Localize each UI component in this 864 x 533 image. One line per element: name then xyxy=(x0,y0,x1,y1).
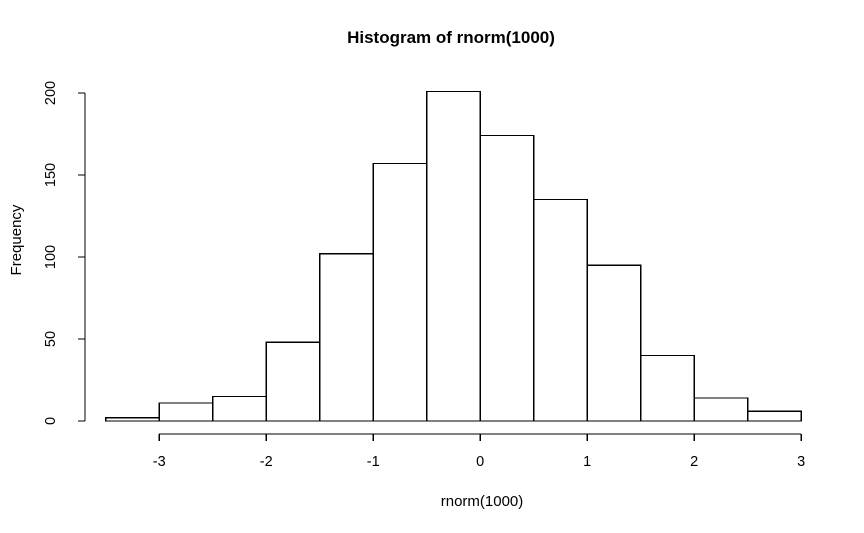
bars-group xyxy=(105,90,802,422)
x-tick-label: -2 xyxy=(260,454,273,470)
x-tick-label: 0 xyxy=(476,454,484,470)
x-tick-label: -3 xyxy=(153,454,166,470)
y-tick-label: 200 xyxy=(43,81,59,105)
histogram-bar xyxy=(747,410,802,422)
x-tick-label: 1 xyxy=(583,454,591,470)
histogram-bar xyxy=(640,354,695,422)
histogram-bar xyxy=(586,264,642,422)
histogram-bar xyxy=(212,395,267,422)
x-tick-label: 3 xyxy=(797,454,805,470)
y-axis-label: Frequency xyxy=(8,204,25,275)
x-tick-label: 2 xyxy=(690,454,698,470)
histogram-bar xyxy=(479,135,535,422)
y-tick-label: 0 xyxy=(43,417,59,425)
chart-title: Histogram of rnorm(1000) xyxy=(347,28,555,47)
y-axis: 0 50 100 150 200 xyxy=(43,81,86,425)
histogram-bar xyxy=(426,90,481,422)
x-axis: -3 -2 -1 0 1 2 3 xyxy=(153,433,805,470)
histogram-bar xyxy=(265,341,321,422)
x-axis-label: rnorm(1000) xyxy=(441,493,524,510)
histogram-bar xyxy=(319,253,374,422)
histogram-bar xyxy=(158,402,214,422)
histogram-bar xyxy=(105,417,160,422)
histogram-bar xyxy=(533,199,588,422)
histogram-bar xyxy=(372,162,428,422)
y-tick-label: 50 xyxy=(43,331,59,347)
histogram-bar xyxy=(693,397,749,422)
y-tick-label: 100 xyxy=(43,245,59,269)
x-tick-label: -1 xyxy=(367,454,380,470)
y-tick-label: 150 xyxy=(43,163,59,187)
